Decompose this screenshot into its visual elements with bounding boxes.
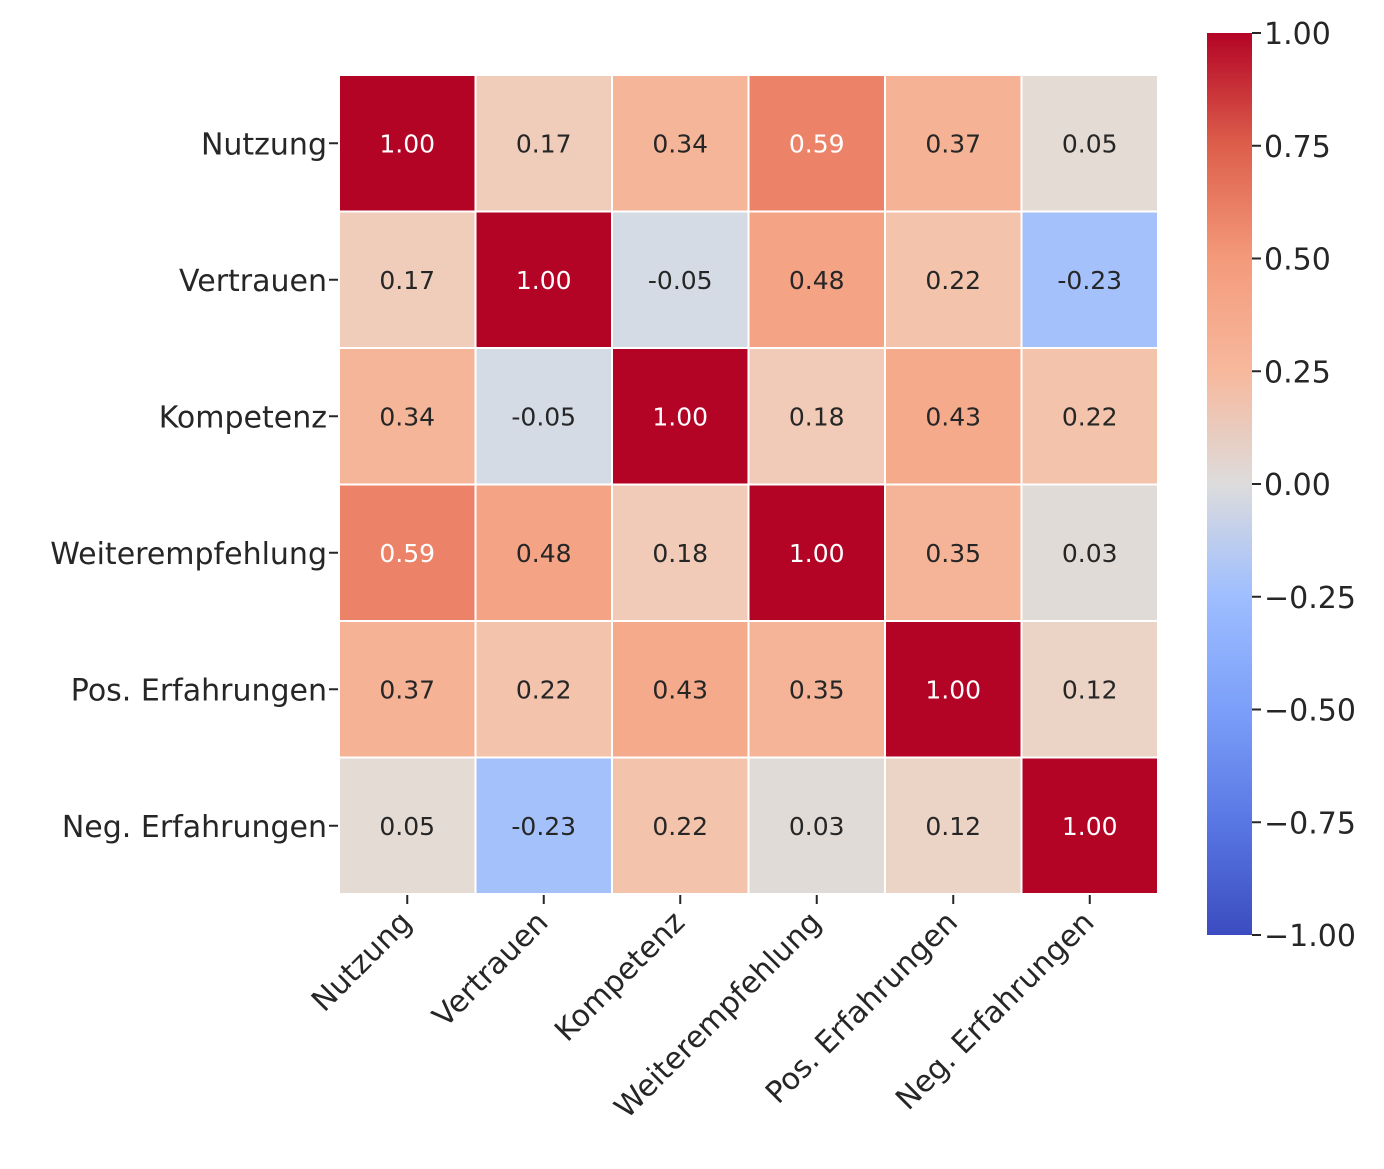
x-tick-label-0: Nutzung	[305, 905, 419, 1019]
cell-value-label-r5-c2: 0.22	[652, 812, 708, 841]
heatmap-cell-r2-c1	[474, 347, 613, 486]
colorbar-tick-label-4: 0.00	[1264, 468, 1331, 503]
cell-value-label-r4-c1: 0.22	[516, 675, 572, 704]
cell-value-label-r5-c5: 1.00	[1062, 812, 1118, 841]
cell-value-label-r4-c2: 0.43	[652, 675, 708, 704]
cell-value-label-r2-c5: 0.22	[1062, 402, 1118, 431]
cell-value-label-r2-c0: 0.34	[379, 402, 435, 431]
heatmap-cell-r4-c0	[338, 620, 477, 759]
cell-value-label-r0-c4: 0.37	[925, 129, 981, 158]
y-tick-label-1: Vertrauen	[179, 264, 327, 299]
cell-value-label-r0-c0: 1.00	[379, 129, 435, 158]
cell-value-label-r3-c5: 0.03	[1062, 539, 1118, 568]
cell-value-label-r4-c0: 0.37	[379, 675, 435, 704]
cell-value-label-r3-c0: 0.59	[379, 539, 435, 568]
cell-value-label-r1-c0: 0.17	[379, 266, 435, 295]
y-tick-label-5: Neg. Erfahrungen	[62, 810, 327, 845]
y-tick-label-2: Kompetenz	[159, 400, 327, 435]
heatmap-cell-r3-c2	[611, 483, 750, 622]
colorbar-tick-label-1: 0.75	[1264, 130, 1331, 165]
cell-value-label-r1-c1: 1.00	[516, 266, 572, 295]
cell-value-label-r1-c5: -0.23	[1057, 266, 1122, 295]
y-tick-label-0: Nutzung	[201, 127, 327, 162]
heatmap-cell-r4-c2	[611, 620, 750, 759]
colorbar: 1.00 0.75 0.50 0.25 0.00 −0.25 −0.50 −0.75 −1.00	[1207, 17, 1356, 954]
cell-value-label-r1-c4: 0.22	[925, 266, 981, 295]
heatmap-cell-r1-c3	[747, 210, 886, 349]
colorbar-tick-label-7: −0.75	[1264, 806, 1356, 841]
heatmap-cells: 1.00 0.17 0.34 0.59 0.37 0.05 0.17 1.00 -0.05 0.4…	[338, 74, 1159, 895]
heatmap-cell-r1-c5	[1020, 210, 1159, 349]
heatmap-cell-r0-c5	[1020, 74, 1159, 213]
cell-value-label-r1-c2: -0.05	[648, 266, 713, 295]
colorbar-tick-label-6: −0.50	[1264, 694, 1356, 729]
cell-value-label-r4-c4: 1.00	[925, 675, 981, 704]
cell-value-label-r2-c3: 0.18	[789, 402, 845, 431]
cell-value-label-r0-c2: 0.34	[652, 129, 708, 158]
cell-value-label-r1-c3: 0.48	[789, 266, 845, 295]
cell-value-label-r2-c1: -0.05	[511, 402, 576, 431]
heatmap-cell-r5-c4	[884, 756, 1023, 895]
y-tick-labels: Nutzung Vertrauen Kompetenz Weiterempfehlun…	[50, 127, 338, 845]
heatmap-cell-r3-c0	[338, 483, 477, 622]
cell-value-label-r3-c3: 1.00	[789, 539, 845, 568]
heatmap-cell-r0-c2	[611, 74, 750, 213]
colorbar-tick-label-2: 0.50	[1264, 243, 1331, 278]
cell-value-label-r4-c3: 0.35	[789, 675, 845, 704]
y-tick-label-4: Pos. Erfahrungen	[71, 673, 327, 708]
cell-value-label-r3-c4: 0.35	[925, 539, 981, 568]
colorbar-tick-label-3: 0.25	[1264, 355, 1331, 390]
x-tick-label-1: Vertrauen	[426, 905, 555, 1034]
colorbar-tick-label-8: −1.00	[1264, 919, 1356, 954]
heatmap-cell-r3-c3	[747, 483, 886, 622]
colorbar-tick-label-0: 1.00	[1264, 17, 1331, 52]
heatmap-cell-r5-c3	[747, 756, 886, 895]
heatmap-cell-r4-c5	[1020, 620, 1159, 759]
y-tick-label-3: Weiterempfehlung	[50, 537, 327, 572]
heatmap-cell-r3-c5	[1020, 483, 1159, 622]
colorbar-tick-label-5: −0.25	[1264, 581, 1356, 616]
heatmap-cell-r3-c1	[474, 483, 613, 622]
cell-value-label-r3-c2: 0.18	[652, 539, 708, 568]
cell-value-label-r4-c5: 0.12	[1062, 675, 1118, 704]
heatmap-cell-r0-c3	[747, 74, 886, 213]
cell-value-label-r5-c3: 0.03	[789, 812, 845, 841]
cell-value-label-r0-c5: 0.05	[1062, 129, 1118, 158]
x-tick-labels: Nutzung VertrauenKompetenzWeiterempfehlun…	[305, 895, 1101, 1125]
x-tick-label-2: Kompetenz	[548, 905, 692, 1049]
heatmap-cell-r2-c4	[884, 347, 1023, 486]
cell-value-label-r0-c1: 0.17	[516, 129, 572, 158]
heatmap-cell-r5-c5	[1020, 756, 1159, 895]
cell-value-label-r2-c2: 1.00	[652, 402, 708, 431]
heatmap-cell-r4-c4	[884, 620, 1023, 759]
heatmap-cell-r4-c3	[747, 620, 886, 759]
heatmap-cell-r2-c3	[747, 347, 886, 486]
heatmap-cell-r5-c0	[338, 756, 477, 895]
cell-value-label-r5-c0: 0.05	[379, 812, 435, 841]
heatmap-cell-r0-c0	[338, 74, 477, 213]
cell-value-label-r5-c1: -0.23	[511, 812, 576, 841]
colorbar-gradient	[1207, 33, 1252, 935]
cell-value-label-r3-c1: 0.48	[516, 539, 572, 568]
heatmap-cell-r1-c1	[474, 210, 613, 349]
heatmap-cell-r2-c5	[1020, 347, 1159, 486]
cell-value-label-r5-c4: 0.12	[925, 812, 981, 841]
heatmap-cell-r0-c1	[474, 74, 613, 213]
cell-value-label-r0-c3: 0.59	[789, 129, 845, 158]
heatmap-cell-r3-c4	[884, 483, 1023, 622]
cell-value-label-r2-c4: 0.43	[925, 402, 981, 431]
